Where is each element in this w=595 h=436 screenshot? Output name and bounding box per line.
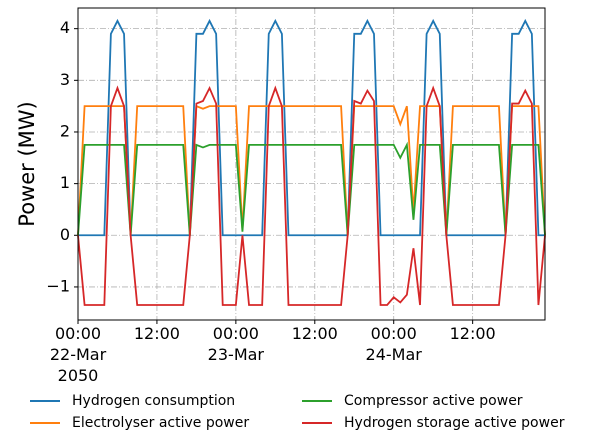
x-tick-label: 00:00 24-Mar bbox=[365, 324, 422, 364]
x-tick-label: 00:00 23-Mar bbox=[207, 324, 265, 364]
legend-label: Hydrogen storage active power bbox=[344, 415, 565, 431]
y-tick-label: 4 bbox=[60, 18, 70, 37]
y-tick-label: 1 bbox=[60, 173, 70, 192]
y-tick-label: −1 bbox=[46, 276, 70, 295]
x-tick-label: 00:00 22-Mar 2050 bbox=[49, 324, 107, 385]
series-line bbox=[77, 85, 546, 306]
plot-frame bbox=[77, 7, 546, 321]
series-line bbox=[78, 18, 545, 237]
legend-label: Hydrogen consumption bbox=[72, 393, 235, 409]
series-line bbox=[77, 104, 546, 236]
x-tick-label: 12:00 bbox=[291, 324, 338, 343]
y-tick-label: 0 bbox=[60, 225, 70, 244]
y-axis-label: Power (MW) bbox=[15, 101, 39, 226]
y-tick-label: 3 bbox=[60, 70, 70, 89]
x-tick-label: 12:00 bbox=[449, 324, 496, 343]
x-tick-label: 12:00 bbox=[133, 324, 180, 343]
series-line bbox=[77, 141, 546, 236]
legend-label: Electrolyser active power bbox=[72, 415, 249, 431]
legend-label: Compressor active power bbox=[344, 393, 523, 409]
y-tick-label: 2 bbox=[60, 121, 70, 140]
